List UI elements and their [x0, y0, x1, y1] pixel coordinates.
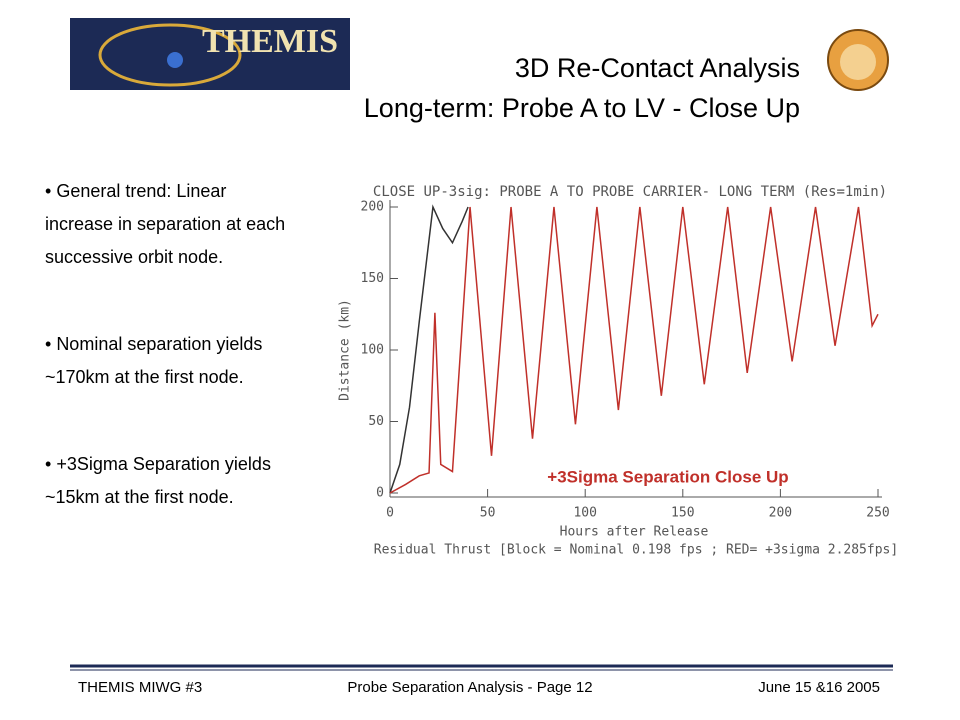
- y-tick-label: 50: [368, 414, 384, 429]
- footer-left: THEMIS MIWG #3: [78, 679, 202, 696]
- annotation: +3Sigma Separation Close Up: [547, 467, 788, 486]
- y-tick-label: 200: [361, 200, 384, 215]
- slide-subtitle: Long-term: Probe A to LV - Close Up: [364, 93, 800, 123]
- bullet-text: +3Sigma Separation yields ~15km at the f…: [45, 454, 271, 507]
- x-tick-label: 50: [480, 506, 496, 521]
- plot: CLOSE UP-3sig: PROBE A TO PROBE CARRIER-…: [338, 184, 899, 558]
- x-tick-label: 200: [769, 506, 792, 521]
- bullet-text: General trend: Linear increase in separa…: [45, 181, 286, 267]
- logo-badge-inner: [840, 44, 876, 80]
- x-axis-label: Hours after Release: [560, 525, 709, 540]
- y-tick-label: 0: [376, 486, 384, 501]
- y-tick-label: 150: [361, 271, 384, 286]
- caption: Residual Thrust [Block = Nominal 0.198 f…: [374, 543, 898, 558]
- x-tick-label: 250: [866, 506, 889, 521]
- y-axis-label: Distance (km): [338, 299, 353, 401]
- y-tick-label: 100: [361, 343, 384, 358]
- footer-right: June 15 &16 2005: [758, 679, 880, 696]
- x-tick-label: 0: [386, 506, 394, 521]
- x-tick-label: 100: [573, 506, 596, 521]
- x-tick-label: 150: [671, 506, 694, 521]
- logo-text: THEMIS: [202, 23, 338, 60]
- series-line: [389, 204, 469, 494]
- bullet: • +3Sigma Separation yields ~15km at the…: [45, 454, 271, 507]
- bullet: • Nominal separation yields ~170km at th…: [45, 334, 263, 387]
- slide-title: 3D Re-Contact Analysis: [515, 53, 800, 83]
- series-line: [389, 206, 879, 494]
- plot-image: [300, 175, 960, 565]
- logo-earth: [167, 52, 183, 68]
- bullet: • General trend: Linear increase in sepa…: [45, 181, 286, 267]
- footer-center: Probe Separation Analysis - Page 12: [347, 679, 592, 696]
- chart-title: CLOSE UP-3sig: PROBE A TO PROBE CARRIER-…: [373, 184, 887, 200]
- bullet-text: Nominal separation yields ~170km at the …: [45, 334, 263, 387]
- logo-orbit: [98, 23, 242, 87]
